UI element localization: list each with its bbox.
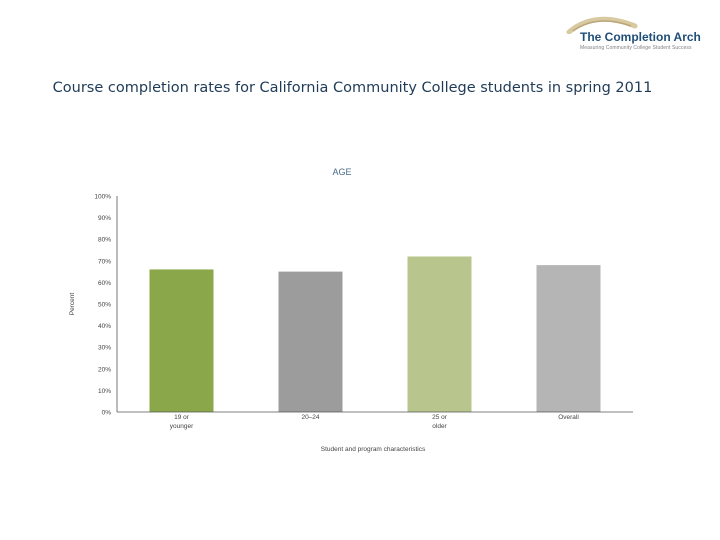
slide-title: Course completion rates for California C… (52, 80, 653, 96)
y-tick-label: 100% (94, 194, 111, 201)
y-tick-label: 80% (98, 237, 111, 244)
bar (149, 269, 214, 412)
y-tick-label: 70% (98, 258, 111, 265)
x-tick-label: 19 or younger (170, 414, 194, 430)
logo-tagline: Measuring Community College Student Succ… (580, 45, 692, 51)
y-tick-label: 10% (98, 388, 111, 395)
x-axis-label: Student and program characteristics (321, 446, 426, 453)
bar (407, 256, 472, 412)
logo-arch-icon (566, 16, 638, 34)
y-tick-label: 50% (98, 302, 111, 309)
y-axis-label: Percent (69, 293, 76, 316)
y-tick-label: 60% (98, 280, 111, 287)
x-tick-label: 25 or older (432, 414, 448, 430)
chart-title: AGE (332, 167, 351, 177)
x-tick-label: Overall (558, 414, 579, 421)
y-tick-label: 90% (98, 215, 111, 222)
y-tick-label: 30% (98, 345, 111, 352)
bar (536, 265, 601, 412)
logo-name: The Completion Arch (580, 30, 701, 44)
y-tick-label: 40% (98, 323, 111, 330)
y-tick-label: 0% (102, 410, 112, 417)
logo: The Completion Arch Measuring Community … (560, 14, 710, 56)
y-tick-label: 20% (98, 366, 111, 373)
x-tick-label: 20–24 (301, 414, 319, 421)
bar (278, 271, 343, 412)
